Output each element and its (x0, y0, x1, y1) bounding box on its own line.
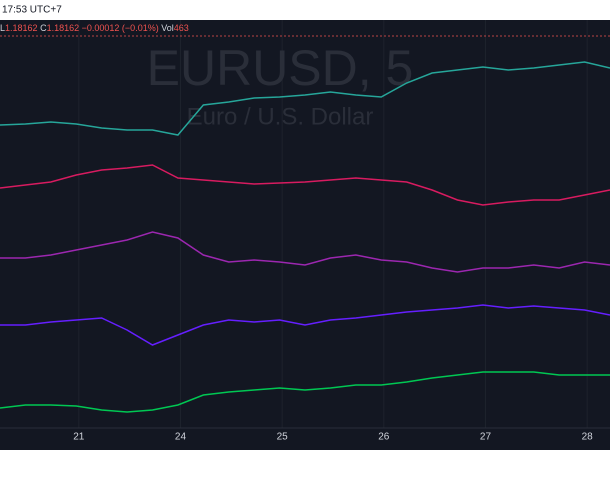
x-tick-label: 21 (73, 432, 85, 443)
legend-value: 463 (174, 23, 189, 33)
legend-value: 1.18162 (5, 23, 38, 33)
chart-background (0, 20, 610, 450)
watermark-symbol: EURUSD, 5 (147, 40, 414, 96)
x-tick-label: 26 (378, 432, 390, 443)
grid (78, 20, 588, 428)
legend-label: L (0, 23, 5, 33)
series-line (0, 164, 610, 206)
legend-label: C (40, 23, 47, 33)
x-tick-label: 28 (582, 432, 594, 443)
time: 17:53 UTC+7 (2, 5, 62, 16)
legend-change: −0.00012 (−0.01%) (82, 23, 159, 33)
legend-value: 1.18162 (47, 23, 80, 33)
top-bar (0, 0, 610, 20)
series-line (0, 371, 610, 413)
legend: L1.18162 C1.18162 −0.00012 (−0.01%) Vol4… (0, 23, 189, 33)
legend-label: Vol (161, 23, 174, 33)
series-line (0, 304, 610, 346)
x-tick-label: 24 (175, 432, 187, 443)
x-tick-label: 25 (277, 432, 289, 443)
series-line (0, 231, 610, 273)
x-tick-label: 27 (480, 432, 492, 443)
watermark-description: Euro / U.S. Dollar (187, 103, 374, 130)
series-line (0, 61, 610, 136)
